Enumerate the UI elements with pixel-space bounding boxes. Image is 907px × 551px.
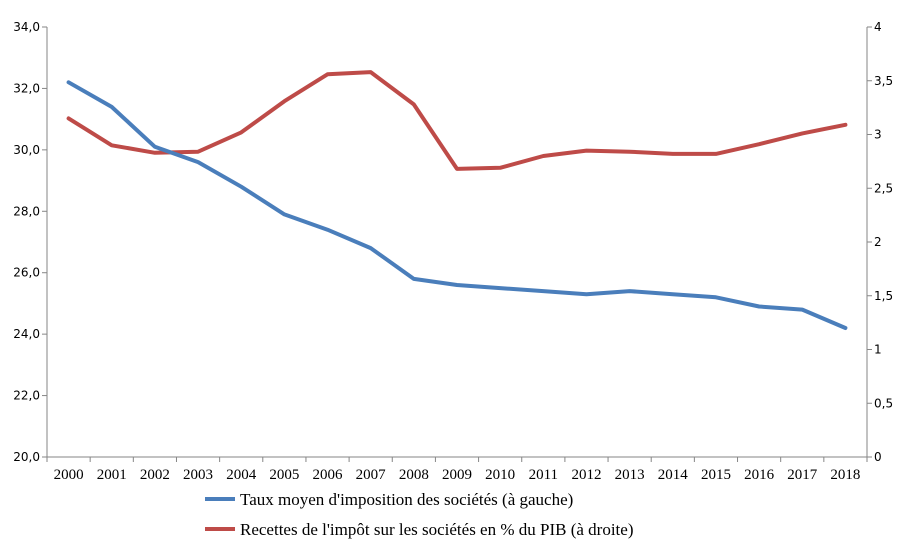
series-layer xyxy=(66,70,848,330)
y-left-tick-label: 34,0 xyxy=(13,20,40,34)
x-tick-label: 2016 xyxy=(744,467,775,483)
x-tick-label: 2012 xyxy=(571,467,601,483)
y-right-tick-label: 4 xyxy=(874,20,882,34)
x-tick-label: 2006 xyxy=(313,467,344,483)
x-tick-label: 2013 xyxy=(615,467,645,483)
y-right-tick-label: 2 xyxy=(874,235,882,249)
legend-label: Taux moyen d'imposition des sociétés (à … xyxy=(240,490,573,509)
y-left-tick-label: 28,0 xyxy=(13,204,40,218)
y-right-tick-label: 3,5 xyxy=(874,74,893,88)
y-right-tick-label: 1,5 xyxy=(874,289,893,303)
y-left-tick-label: 26,0 xyxy=(13,266,40,280)
x-tick-label: 2003 xyxy=(183,467,213,483)
y-left-tick-label: 20,0 xyxy=(13,450,40,464)
chart-axes: 20,0 22,0 24,0 26,0 28,0 30,0 32,0 34,0 0 0,5 1 1,5… xyxy=(13,20,893,483)
x-tick-label: 2009 xyxy=(442,467,472,483)
y-left-tick-label: 22,0 xyxy=(13,389,40,403)
y-right-tick-label: 3 xyxy=(874,128,882,142)
legend: Taux moyen d'imposition des sociétés (à … xyxy=(205,490,634,539)
x-tick-label: 2008 xyxy=(399,467,429,483)
x-tick-label: 2018 xyxy=(830,467,860,483)
series-line-recettes xyxy=(66,70,848,171)
x-tick-label: 2010 xyxy=(485,467,515,483)
x-tick-label: 2005 xyxy=(269,467,299,483)
x-tick-label: 2015 xyxy=(701,467,731,483)
y-left-tick-label: 32,0 xyxy=(13,81,40,95)
x-tick-label: 2017 xyxy=(787,467,818,483)
y-left-tick-label: 30,0 xyxy=(13,143,40,157)
x-tick-label: 2011 xyxy=(529,467,558,483)
x-tick-label: 2007 xyxy=(356,467,387,483)
x-tick-label: 2004 xyxy=(226,467,257,483)
y-left-tick-label: 24,0 xyxy=(13,327,40,341)
legend-label: Recettes de l'impôt sur les sociétés en … xyxy=(240,520,634,539)
x-tick-label: 2014 xyxy=(658,467,689,483)
x-tick-label: 2001 xyxy=(97,467,127,483)
y-right-tick-label: 2,5 xyxy=(874,181,893,195)
y-right-tick-label: 0 xyxy=(874,450,882,464)
x-tick-label: 2002 xyxy=(140,467,170,483)
y-right-tick-label: 1 xyxy=(874,343,882,357)
series-line-taux xyxy=(66,80,848,330)
y-right-tick-label: 0,5 xyxy=(874,396,893,410)
x-tick-label: 2000 xyxy=(54,467,84,483)
